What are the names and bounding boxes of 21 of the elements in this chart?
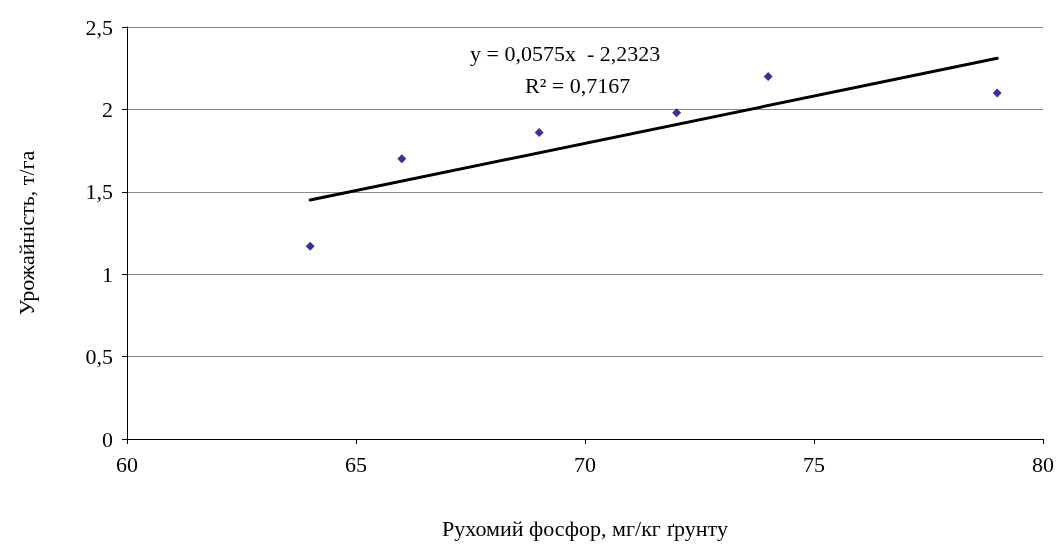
point — [305, 241, 315, 251]
x-tick-label: 80 — [1032, 451, 1054, 477]
annotation: R² = 0,7167 — [525, 72, 631, 98]
y-tick-label: 0,5 — [85, 344, 113, 370]
point — [672, 108, 682, 118]
y-tick-label: 0 — [102, 426, 113, 452]
y-tick-label: 2,5 — [85, 14, 113, 40]
x-tick-label: 60 — [116, 451, 138, 477]
x-tick-label: 70 — [574, 451, 596, 477]
annotation: y = 0,0575x - 2,2323 — [470, 40, 661, 66]
y-tick-label: 1,5 — [85, 179, 113, 205]
point — [397, 154, 407, 164]
point — [992, 88, 1002, 98]
y-tick-label: 2 — [102, 96, 113, 122]
point — [534, 127, 544, 137]
y-axis-title: Урожайність, т/га — [13, 150, 39, 316]
y-tick-label: 1 — [102, 261, 113, 287]
x-axis-title: Рухомий фосфор, мг/кг ґрунту — [442, 515, 728, 541]
x-tick-label: 65 — [345, 451, 367, 477]
point — [763, 71, 773, 81]
x-tick-label: 75 — [803, 451, 825, 477]
